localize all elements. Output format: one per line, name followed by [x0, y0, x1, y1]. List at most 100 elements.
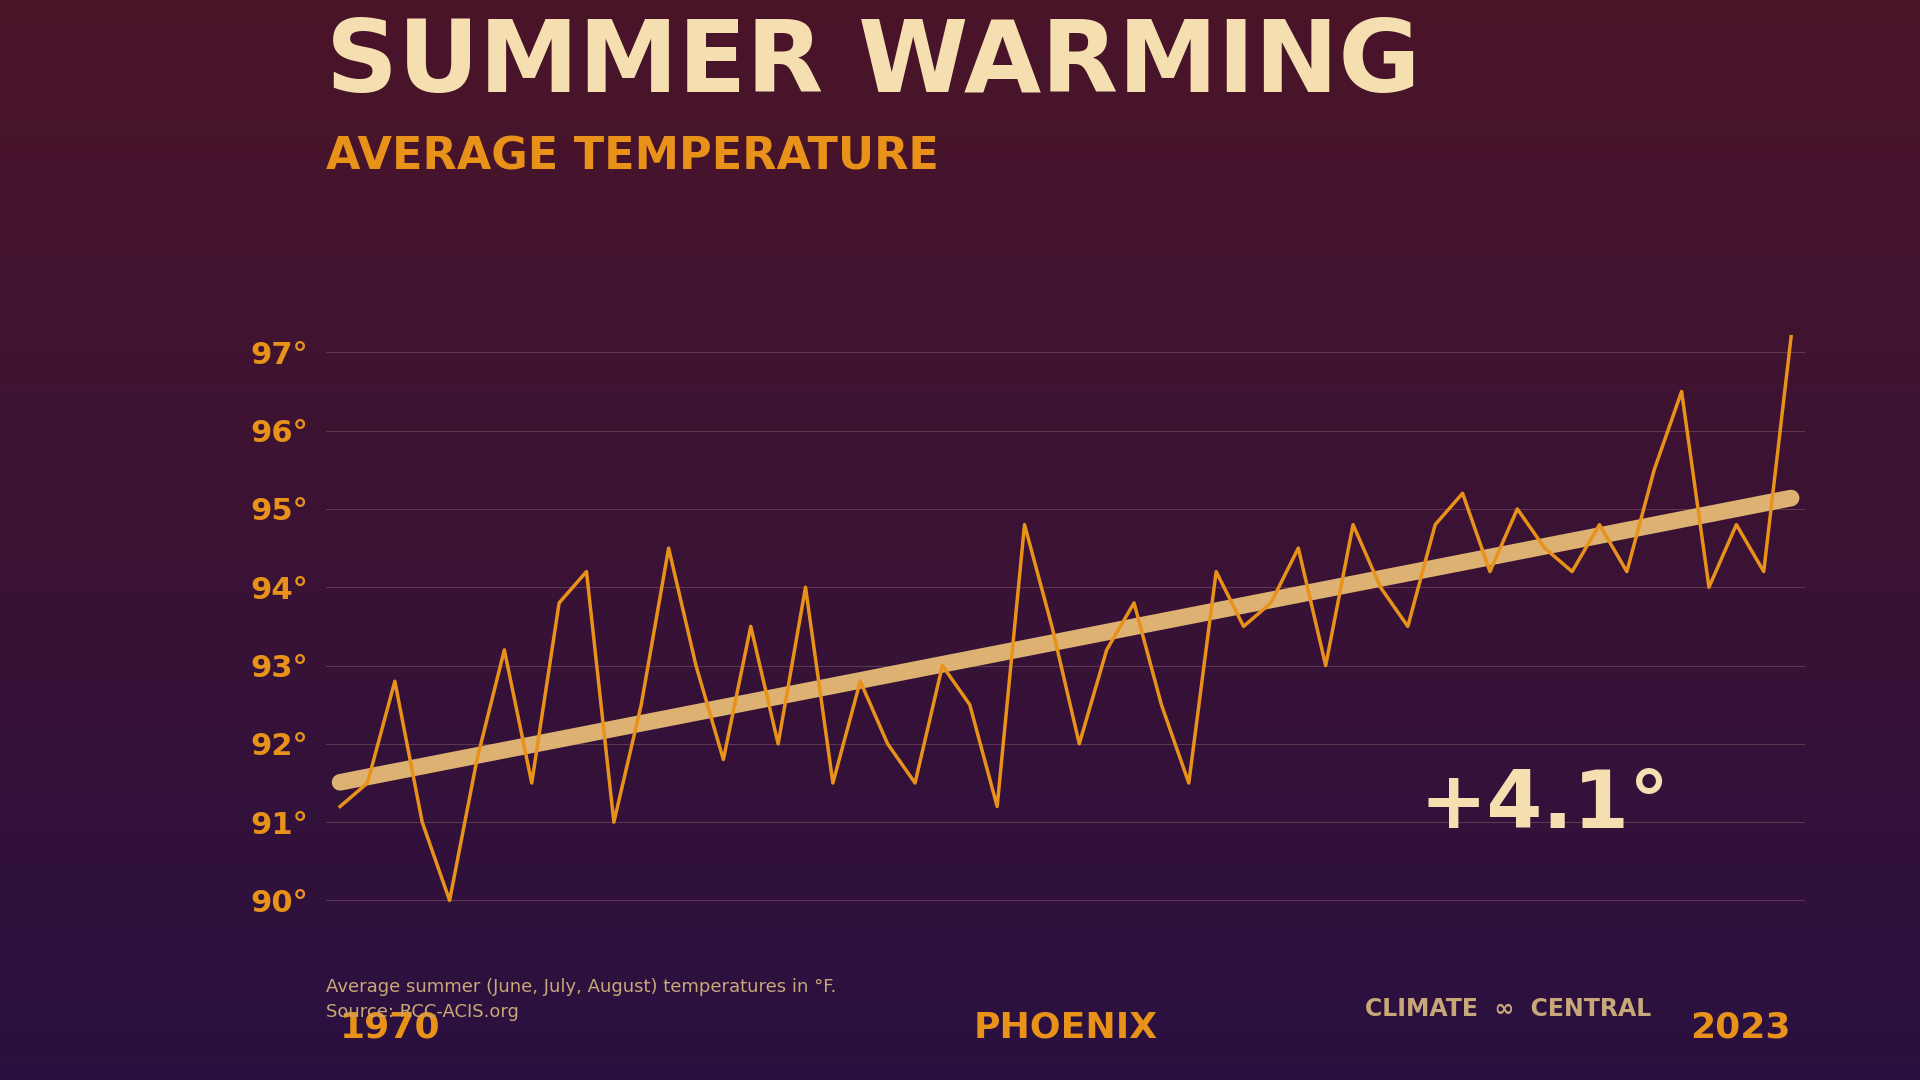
Bar [0, 1058, 1920, 1064]
Bar [0, 92, 1920, 97]
Bar [0, 740, 1920, 745]
Bar [0, 416, 1920, 421]
Bar [0, 65, 1920, 70]
Bar [0, 783, 1920, 788]
Bar [0, 972, 1920, 977]
Bar [0, 1031, 1920, 1037]
Bar [0, 724, 1920, 729]
Bar [0, 157, 1920, 162]
Bar [0, 475, 1920, 481]
Bar [0, 5, 1920, 11]
Bar [0, 378, 1920, 383]
Bar [0, 324, 1920, 329]
Bar [0, 167, 1920, 173]
Bar [0, 1064, 1920, 1069]
Bar [0, 621, 1920, 626]
Bar [0, 1021, 1920, 1026]
Bar [0, 556, 1920, 562]
Bar [0, 0, 1920, 5]
Bar [0, 448, 1920, 454]
Bar [0, 610, 1920, 616]
Bar [0, 38, 1920, 43]
Bar [0, 1042, 1920, 1048]
Bar [0, 54, 1920, 59]
Bar [0, 551, 1920, 556]
Bar [0, 572, 1920, 578]
Bar [0, 853, 1920, 859]
Bar [0, 815, 1920, 821]
Bar [0, 502, 1920, 508]
Bar [0, 124, 1920, 130]
Bar [0, 481, 1920, 486]
Bar [0, 70, 1920, 76]
Bar [0, 778, 1920, 783]
Bar [0, 32, 1920, 38]
Bar [0, 238, 1920, 243]
Bar [0, 432, 1920, 437]
Bar [0, 772, 1920, 778]
Bar [0, 140, 1920, 146]
Bar [0, 248, 1920, 254]
Bar [0, 837, 1920, 842]
Bar [0, 221, 1920, 227]
Bar [0, 859, 1920, 864]
Bar [0, 1015, 1920, 1021]
Bar [0, 977, 1920, 983]
Bar [0, 880, 1920, 886]
Bar [0, 270, 1920, 275]
Bar [0, 680, 1920, 686]
Bar [0, 691, 1920, 697]
Bar [0, 130, 1920, 135]
Bar [0, 994, 1920, 999]
Bar [0, 486, 1920, 491]
Bar [0, 940, 1920, 945]
Bar [0, 410, 1920, 416]
Bar [0, 59, 1920, 65]
Bar [0, 923, 1920, 929]
Bar [0, 913, 1920, 918]
Bar [0, 146, 1920, 151]
Bar [0, 729, 1920, 734]
Bar [0, 232, 1920, 238]
Bar [0, 313, 1920, 319]
Bar [0, 956, 1920, 961]
Bar [0, 319, 1920, 324]
Bar [0, 394, 1920, 400]
Bar [0, 103, 1920, 108]
Bar [0, 81, 1920, 86]
Bar [0, 178, 1920, 184]
Bar [0, 805, 1920, 810]
Bar [0, 518, 1920, 524]
Bar [0, 842, 1920, 848]
Bar [0, 675, 1920, 680]
Bar [0, 934, 1920, 940]
Bar [0, 383, 1920, 389]
Bar [0, 113, 1920, 119]
Bar [0, 788, 1920, 794]
Text: SUMMER WARMING: SUMMER WARMING [326, 16, 1421, 113]
Bar [0, 1069, 1920, 1075]
Bar [0, 346, 1920, 351]
Bar [0, 1075, 1920, 1080]
Bar [0, 950, 1920, 956]
Bar [0, 686, 1920, 691]
Bar [0, 875, 1920, 880]
Bar [0, 464, 1920, 470]
Bar [0, 151, 1920, 157]
Bar [0, 265, 1920, 270]
Bar [0, 535, 1920, 540]
Text: 2023: 2023 [1692, 1010, 1791, 1044]
Bar [0, 356, 1920, 362]
Bar [0, 545, 1920, 551]
Bar [0, 983, 1920, 988]
Bar [0, 648, 1920, 653]
Bar [0, 329, 1920, 335]
Bar [0, 297, 1920, 302]
Bar [0, 1010, 1920, 1015]
Bar [0, 1026, 1920, 1031]
Bar [0, 697, 1920, 702]
Bar [0, 275, 1920, 281]
Bar [0, 135, 1920, 140]
Bar [0, 491, 1920, 497]
Bar [0, 659, 1920, 664]
